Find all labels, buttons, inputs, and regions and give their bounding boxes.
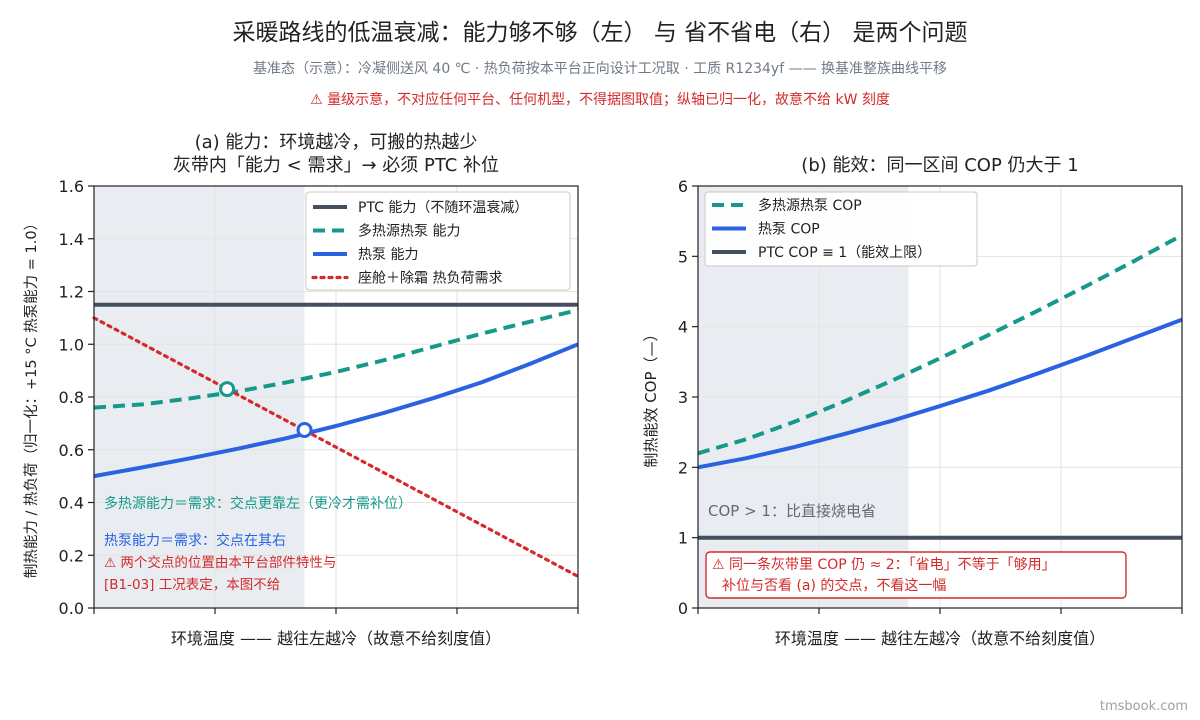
panel-a-ticks: 0.0 0.2 0.4 0.6 0.8 1.0 1.2 1.4 1.6: [59, 177, 579, 618]
series-line-heat-pump: [697, 317, 1183, 470]
legend-label-hp-capacity: 热泵 能力: [358, 247, 418, 263]
panel-a-title-line1: (a) 能力：环境越冷，可搬的热越少: [195, 132, 478, 153]
y-tick-label: 6: [678, 177, 688, 196]
panel-b-warning-line2: 补位与否看 (a) 的交点，不看这一幅: [722, 577, 946, 594]
intersection-marker: [219, 381, 236, 398]
panel-a-x-axis-label: 环境温度 —— 越往左越冷（故意不给刻度值）: [171, 629, 501, 648]
panel-a-intersection-markers: [219, 381, 313, 438]
y-tick-label: 0.6: [59, 441, 84, 460]
y-tick-label: 0: [678, 599, 688, 618]
panel-b-y-axis-label: 制热能效 COP（—）: [642, 326, 660, 467]
y-tick-label: 5: [678, 247, 688, 266]
panel-a-capacity: 0.0 0.2 0.4 0.6 0.8 1.0 1.2 1.4 1.6 (a) 能力：环境越冷，…: [23, 132, 580, 648]
panel-a-legend: PTC 能力（不随环温衰减） 多热源热泵 能力 热泵 能力 座舱＋除霜 热负荷需…: [305, 191, 571, 291]
figure-title: 采暖路线的低温衰减：能力够不够（左） 与 省不省电（右） 是两个问题: [233, 20, 968, 46]
panel-b-series: [697, 233, 1183, 540]
legend-label-ptc-cop: PTC COP ≡ 1（能效上限）: [758, 245, 931, 261]
panel-b-efficiency: 0 1 2 3 4 5 6 (b) 能效：同一区间 COP 仍大于 1 环境温度 —— 越往…: [642, 155, 1183, 648]
y-tick-label: 0.2: [59, 546, 84, 565]
panel-a-y-axis-label: 制热能力 / 热负荷（归一化：+15 °C 热泵能力 = 1.0）: [23, 216, 40, 578]
panel-a-legend-box: [305, 191, 571, 291]
legend-label-ptc-capacity: PTC 能力（不随环温衰减）: [358, 199, 528, 216]
panel-a-hp-intersection-note: 热泵能力＝需求：交点在其右: [104, 532, 286, 549]
y-tick-label: 0.0: [59, 599, 84, 618]
y-tick-label: 1.2: [59, 283, 84, 302]
series-line-multi-source-heat-pump: [93, 308, 579, 410]
y-tick-label: 3: [678, 388, 688, 407]
panel-b-warning-box: [705, 551, 1127, 599]
legend-label-multi-cop: 多热源热泵 COP: [758, 197, 862, 214]
y-tick-label: 2: [678, 458, 688, 477]
y-tick-label: 1.0: [59, 335, 84, 354]
series-line-heat-pump: [93, 342, 579, 479]
panel-a-title-line2: 灰带内「能力 < 需求」→ 必须 PTC 补位: [173, 155, 499, 176]
panel-b-cop-note: COP > 1：比直接烧电省: [708, 502, 876, 520]
figure-warning: ⚠ 量级示意，不对应任何平台、任何机型，不得据图取值；纵轴已归一化，故意不给 k…: [310, 91, 890, 108]
y-tick-label: 4: [678, 318, 688, 337]
figure-subtitle: 基准态（示意）：冷凝侧送风 40 ℃ · 热负荷按本平台正向设计工况取 · 工质…: [253, 60, 947, 77]
panel-b-legend: 多热源热泵 COP 热泵 COP PTC COP ≡ 1（能效上限）: [704, 191, 978, 267]
y-tick-label: 1: [678, 529, 688, 548]
panel-a-warning-line2: [B1-03] 工况表定，本图不给: [104, 577, 280, 593]
panel-a-warning-line1: ⚠ 两个交点的位置由本平台部件特性与: [104, 554, 336, 571]
y-tick-label: 0.4: [59, 494, 84, 513]
intersection-marker: [296, 421, 313, 438]
panel-a-multi-intersection-note: 多热源能力＝需求：交点更靠左（更冷才需补位）: [104, 495, 412, 512]
panel-b-legend-box: [704, 191, 978, 267]
y-tick-label: 0.8: [59, 388, 84, 407]
panel-b-ticks: 0 1 2 3 4 5 6: [678, 177, 1183, 618]
series-line-heat-demand: [92, 316, 580, 579]
panel-b-x-axis-label: 环境温度 —— 越往左越冷（故意不给刻度值）: [775, 629, 1105, 648]
series-line-multi-source-heat-pump: [697, 233, 1183, 456]
panel-b-title: (b) 能效：同一区间 COP 仍大于 1: [801, 155, 1078, 176]
panel-b-warning-line1: ⚠ 同一条灰带里 COP 仍 ≈ 2：「省电」不等于「够用」: [712, 556, 1056, 573]
legend-label-multi-capacity: 多热源热泵 能力: [358, 223, 460, 240]
y-tick-label: 1.4: [59, 230, 84, 249]
panel-a-series: [92, 302, 580, 579]
legend-label-demand: 座舱＋除霜 热负荷需求: [358, 271, 502, 287]
y-tick-label: 1.6: [59, 177, 84, 196]
legend-label-hp-cop: 热泵 COP: [758, 222, 820, 238]
watermark: tmsbook.com: [1100, 699, 1188, 714]
